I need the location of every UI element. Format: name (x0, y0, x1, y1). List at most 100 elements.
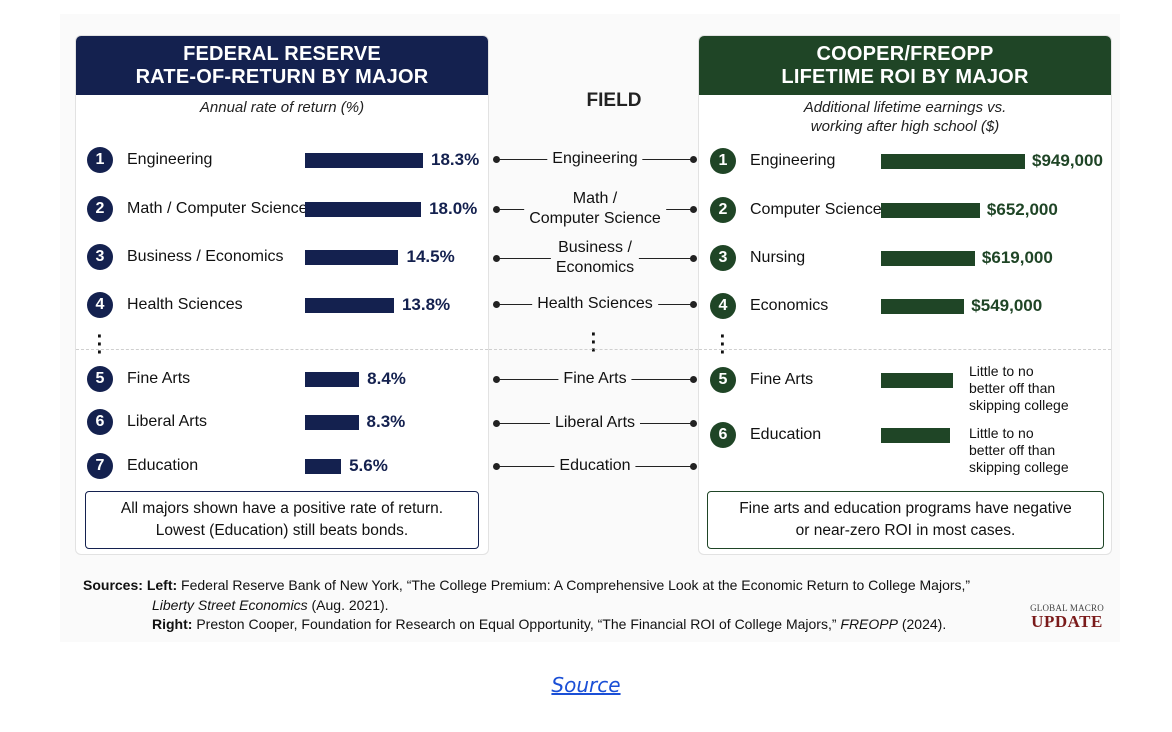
left-row-1: 1 Engineering 18.3% (76, 145, 488, 175)
right-divider (699, 349, 1111, 350)
left-category-label: Math / Computer Science (127, 200, 308, 217)
right-rank-badge: 4 (710, 293, 736, 319)
left-rank-badge: 3 (87, 244, 113, 270)
left-value-label: 13.8% (401, 295, 451, 314)
right-row-3: 3 Nursing $619,000 (699, 243, 1111, 273)
left-bar (305, 250, 399, 265)
left-panel-title: FEDERAL RESERVE RATE-OF-RETURN BY MAJOR (76, 36, 488, 95)
connector-dot-right (690, 255, 697, 262)
field-label-line: Computer Science (529, 210, 661, 227)
sources-left-label: Left: (146, 577, 178, 593)
right-bar (881, 428, 950, 443)
field-title: FIELD (586, 90, 642, 111)
field-label: Health Sciences (532, 294, 658, 314)
field-label-line: Math / (572, 190, 618, 207)
left-category-label: Business / Economics (127, 248, 284, 265)
right-row-5: 5 Fine Arts (699, 365, 1111, 395)
field-connector-row: Fine Arts (492, 367, 698, 391)
left-row-2: 2 Math / Computer Science 18.0% (76, 194, 488, 224)
education-note-line3: skipping college (969, 459, 1069, 475)
left-value-label: 8.3% (366, 412, 406, 431)
left-row-7: 7 Education 5.6% (76, 451, 488, 481)
sources-left-text: Federal Reserve Bank of New York, “The C… (181, 577, 971, 593)
connector-dot-left (493, 420, 500, 427)
right-value-label: $949,000 (1032, 151, 1103, 170)
connector-dot-left (493, 301, 500, 308)
right-row-1: 1 Engineering $949,000 (699, 146, 1111, 176)
field-label-line: Engineering (552, 150, 638, 167)
left-category-label: Education (127, 457, 199, 474)
field-ellipsis: · · · (590, 324, 598, 362)
left-callout: All majors shown have a positive rate of… (85, 491, 479, 549)
left-panel-subtitle: Annual rate of return (%) (199, 99, 365, 116)
left-bar (305, 372, 360, 387)
field-label: Math / Computer Science (524, 189, 666, 229)
left-rank-badge: 7 (87, 453, 113, 479)
fine-arts-note-line3: skipping college (969, 397, 1069, 413)
left-bar (305, 415, 359, 430)
sources-right-text: Preston Cooper, Foundation for Research … (196, 616, 837, 632)
source-link[interactable]: Source (551, 673, 621, 697)
education-note-line2: better off than (969, 442, 1056, 458)
left-category-label: Engineering (127, 151, 213, 168)
field-label: Business / Economics (550, 238, 640, 278)
right-panel-title: COOPER/FREOPP LIFETIME ROI BY MAJOR (699, 36, 1111, 95)
education-note-line1: Little to no (969, 425, 1034, 441)
fine-arts-note-line1: Little to no (969, 363, 1034, 379)
right-row-4: 4 Economics $549,000 (699, 291, 1111, 321)
global-macro-update-logo: GLOBAL MACRO UPDATE (1028, 603, 1106, 630)
connector-dot-left (493, 463, 500, 470)
right-callout-line2: or near-zero ROI in most cases. (795, 522, 1016, 539)
field-label-line: Fine Arts (563, 370, 627, 387)
left-rank-badge: 1 (87, 147, 113, 173)
field-connector-row: Business / Economics (492, 236, 698, 280)
field-label-line: Health Sciences (537, 295, 653, 312)
logo-main-text: UPDATE (1031, 612, 1103, 631)
connector-dot-right (690, 376, 697, 383)
right-category-label: Education (750, 426, 822, 443)
right-bar (881, 154, 1025, 169)
right-category-label: Fine Arts (750, 371, 814, 388)
right-category-label: Economics (750, 297, 829, 314)
left-category-label: Liberal Arts (127, 413, 208, 430)
right-category-label: Engineering (750, 152, 836, 169)
left-rank-badge: 2 (87, 196, 113, 222)
sources-left-date: (Aug. 2021). (311, 596, 389, 613)
field-connector-row: Education (492, 454, 698, 478)
left-rank-badge: 6 (87, 409, 113, 435)
right-value-label: $619,000 (981, 248, 1053, 267)
right-rank-badge: 2 (710, 197, 736, 223)
connector-dot-left (493, 376, 500, 383)
sources-right-publication: FREOPP (840, 616, 898, 632)
right-callout-line1: Fine arts and education programs have ne… (739, 500, 1072, 517)
left-bar (305, 153, 423, 168)
field-connector-row: Health Sciences (492, 292, 698, 316)
right-rank-badge: 3 (710, 245, 736, 271)
connector-dot-left (493, 255, 500, 262)
field-label: Fine Arts (558, 369, 632, 389)
sources-left-publication: Liberty Street Economics (152, 596, 308, 613)
right-subtitle-line2: working after high school ($) (810, 118, 1000, 135)
connector-dot-left (493, 156, 500, 163)
left-row-6: 6 Liberal Arts 8.3% (76, 407, 488, 437)
field-label-line: Economics (555, 259, 635, 276)
connector-dot-right (690, 156, 697, 163)
fed-reserve-panel: FEDERAL RESERVE RATE-OF-RETURN BY MAJOR … (75, 35, 489, 555)
right-value-label: $652,000 (986, 200, 1058, 219)
logo-top-text: GLOBAL MACRO (1030, 603, 1104, 613)
right-rank-badge: 1 (710, 148, 736, 174)
left-rank-badge: 4 (87, 292, 113, 318)
connector-dot-right (690, 420, 697, 427)
right-title-line1: COOPER/FREOPP (816, 43, 994, 65)
field-label: Engineering (547, 149, 643, 169)
left-callout-line2: Lowest (Education) still beats bonds. (155, 522, 409, 539)
left-callout-line1: All majors shown have a positive rate of… (120, 500, 444, 517)
left-category-label: Health Sciences (127, 296, 243, 313)
fine-arts-note-line2: better off than (969, 380, 1056, 396)
left-value-label: 8.4% (367, 369, 406, 388)
sources-right-date: (2024). (901, 616, 947, 632)
right-panel-subtitle: Additional lifetime earnings vs. working… (699, 98, 1111, 136)
left-value-label: 14.5% (406, 247, 455, 266)
infographic: FEDERAL RESERVE RATE-OF-RETURN BY MAJOR … (60, 14, 1120, 642)
left-category-label: Fine Arts (127, 370, 191, 387)
